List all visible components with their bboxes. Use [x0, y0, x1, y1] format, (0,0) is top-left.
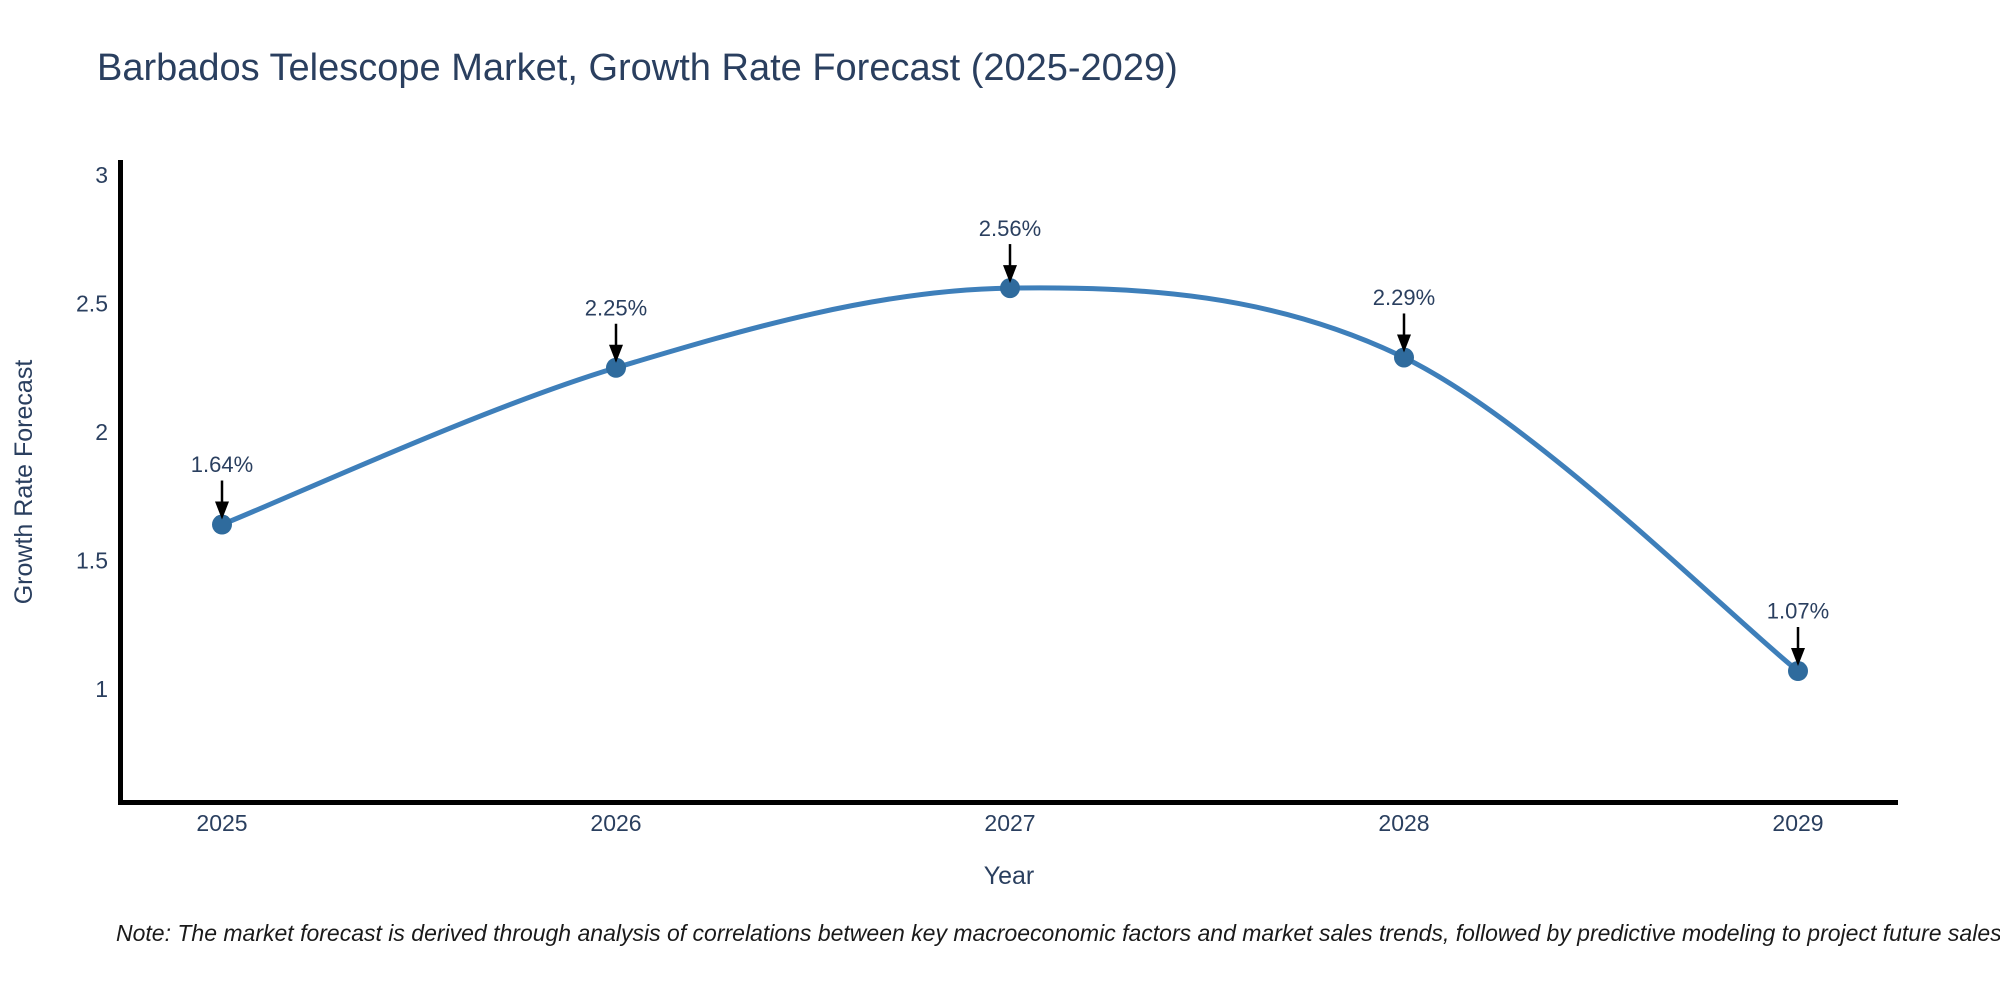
y-tick-label: 3 — [95, 162, 108, 188]
point-annotation: 2.56% — [979, 216, 1041, 284]
x-tick-label: 2029 — [1772, 810, 1823, 836]
annotation-label: 1.07% — [1767, 599, 1829, 624]
data-point-marker[interactable] — [606, 357, 626, 378]
x-axis-line — [118, 800, 1898, 805]
annotation-label: 2.25% — [585, 295, 647, 320]
y-tick-label: 2.5 — [76, 291, 108, 317]
annotation-arrowhead — [1791, 648, 1805, 667]
chart-title: Barbados Telescope Market, Growth Rate F… — [97, 47, 1178, 89]
point-annotation: 1.64% — [191, 452, 253, 520]
point-annotations: 1.64% 2.25% 2.56% 2.29% 1.07% — [191, 216, 1829, 667]
data-point-markers — [212, 278, 1808, 682]
x-tick-label: 2026 — [590, 810, 641, 836]
y-axis-line — [118, 160, 123, 805]
x-tick-label: 2027 — [984, 810, 1035, 836]
point-annotation: 2.29% — [1373, 285, 1435, 353]
series-line — [219, 285, 1801, 674]
data-point-marker[interactable] — [212, 514, 232, 535]
x-tick-label: 2028 — [1378, 810, 1429, 836]
y-axis-title: Growth Rate Forecast — [10, 360, 38, 605]
y-tick-label: 1 — [95, 676, 108, 702]
annotation-label: 2.56% — [979, 216, 1041, 241]
annotation-arrowhead — [1003, 265, 1017, 284]
y-tick-label: 2 — [95, 419, 108, 445]
point-annotation: 1.07% — [1767, 599, 1829, 667]
x-axis-tick-labels: 2025 2026 2027 2028 2029 — [196, 810, 1823, 836]
data-point-marker[interactable] — [1788, 661, 1808, 682]
note-text: Note: The market forecast is derived thr… — [116, 920, 2000, 946]
annotation-arrowhead — [215, 501, 229, 520]
x-tick-label: 2025 — [196, 810, 247, 836]
y-tick-label: 1.5 — [76, 548, 108, 574]
data-point-marker[interactable] — [1000, 278, 1020, 299]
annotation-arrowhead — [1397, 334, 1411, 353]
annotation-label: 1.64% — [191, 452, 253, 477]
data-point-marker[interactable] — [1394, 347, 1414, 368]
x-axis-title: Year — [984, 862, 1035, 890]
plot-area: 1 1.5 2 2.5 3 2025 2026 2027 2028 2029 1.64% 2.25… — [76, 160, 1898, 836]
annotation-arrowhead — [609, 344, 623, 363]
y-axis-tick-labels: 1 1.5 2 2.5 3 — [76, 162, 108, 702]
point-annotation: 2.25% — [585, 295, 647, 363]
annotation-label: 2.29% — [1373, 285, 1435, 310]
